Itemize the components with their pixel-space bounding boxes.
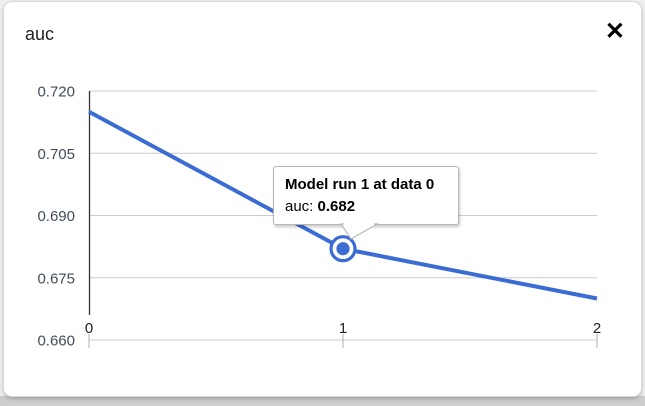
- chart-tooltip: Model run 1 at data 0 auc: 0.682: [273, 166, 459, 240]
- y-axis-tick-label: 0.690: [37, 208, 75, 225]
- close-icon: ✕: [604, 18, 625, 45]
- data-point-marker[interactable]: [336, 242, 350, 256]
- y-axis-tick-label: 0.675: [37, 270, 75, 287]
- y-axis-tick-label: 0.705: [37, 146, 75, 163]
- metric-dialog: auc ✕ 0.660 0.675 0.690 0.705 0.720 0 1 2 Model…: [4, 2, 641, 396]
- page-backdrop-strip: [0, 396, 645, 406]
- tooltip-metric-label: auc:: [285, 198, 314, 215]
- dialog-title: auc: [25, 24, 55, 44]
- close-button[interactable]: ✕: [595, 14, 635, 50]
- y-axis-tick-label: 0.720: [37, 84, 75, 101]
- chart-canvas[interactable]: 0.660 0.675 0.690 0.705 0.720 0 1 2: [4, 2, 641, 396]
- line-chart[interactable]: 0.660 0.675 0.690 0.705 0.720 0 1 2 Model run 1…: [4, 2, 641, 396]
- x-axis-tick-label: 0: [85, 320, 93, 337]
- tooltip-tail: [339, 222, 380, 240]
- x-axis-tick-label: 1: [339, 320, 347, 337]
- y-axis-tick-label: 0.660: [37, 333, 75, 350]
- x-axis-tick-label: 2: [593, 320, 601, 337]
- tooltip-metric-value: 0.682: [317, 198, 356, 215]
- tooltip-metric-row: auc: 0.682: [285, 196, 447, 218]
- tooltip-title: Model run 1 at data 0: [285, 176, 435, 193]
